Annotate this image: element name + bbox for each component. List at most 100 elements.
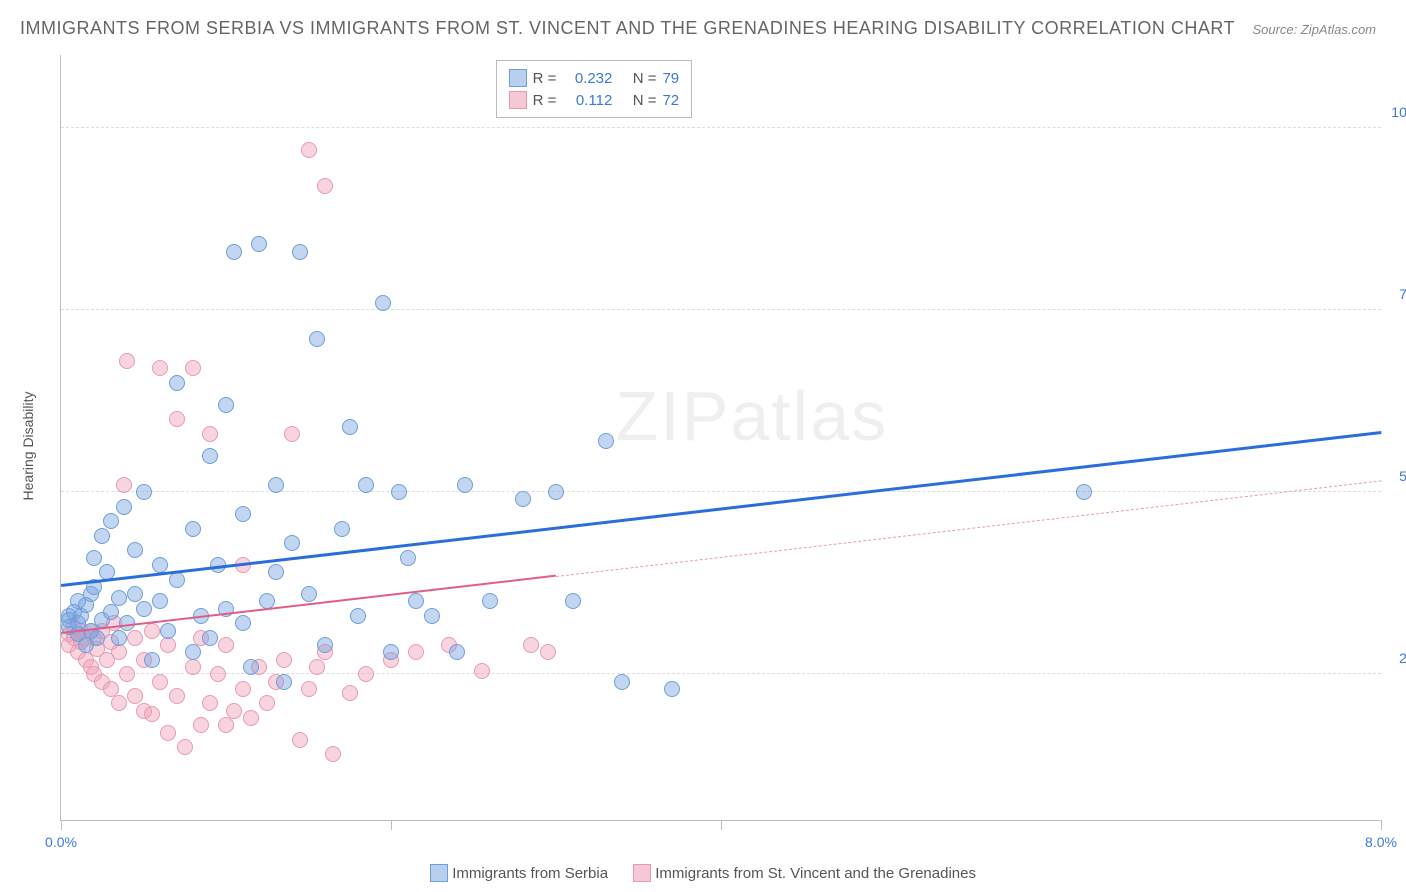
stvincent-point — [119, 353, 135, 369]
stvincent-point — [210, 666, 226, 682]
serbia-point — [94, 528, 110, 544]
legend-r-prefix: R = — [533, 92, 557, 109]
scatter-plot-area: ZIPatlas 2.5%5.0%7.5%10.0%0.0%8.0% — [60, 55, 1381, 821]
serbia-point — [116, 499, 132, 515]
stvincent-point — [276, 652, 292, 668]
stvincent-trendline-extrapolated — [556, 480, 1381, 577]
x-tick-label: 0.0% — [45, 834, 77, 850]
stvincent-point — [169, 688, 185, 704]
stvincent-point — [160, 725, 176, 741]
serbia-point — [408, 593, 424, 609]
serbia-point — [350, 608, 366, 624]
serbia-point — [598, 433, 614, 449]
legend-n-value: 79 — [662, 70, 679, 87]
stvincent-point — [218, 717, 234, 733]
serbia-point — [375, 295, 391, 311]
serbia-point — [664, 681, 680, 697]
stvincent-point — [226, 703, 242, 719]
serbia-point — [515, 491, 531, 507]
serbia-point — [243, 659, 259, 675]
stvincent-point — [243, 710, 259, 726]
stvincent-point — [144, 623, 160, 639]
chart-title: IMMIGRANTS FROM SERBIA VS IMMIGRANTS FRO… — [20, 18, 1235, 39]
serbia-point — [185, 521, 201, 537]
legend-stats-row: R =0.112 N =72 — [509, 89, 680, 111]
swatch-stvincent — [509, 91, 527, 109]
stvincent-point — [152, 674, 168, 690]
legend-n-prefix: N = — [633, 70, 657, 87]
serbia-point — [169, 375, 185, 391]
serbia-point — [235, 506, 251, 522]
serbia-point — [144, 652, 160, 668]
serbia-point — [136, 601, 152, 617]
x-tick — [1381, 820, 1382, 830]
serbia-point — [103, 604, 119, 620]
legend-stats: R =0.232 N =79R =0.112 N =72 — [496, 60, 693, 118]
watermark: ZIPatlas — [615, 376, 888, 456]
stvincent-point — [474, 663, 490, 679]
stvincent-point — [408, 644, 424, 660]
serbia-point — [449, 644, 465, 660]
stvincent-point — [317, 178, 333, 194]
serbia-point — [309, 331, 325, 347]
y-tick-label: 2.5% — [1399, 650, 1406, 666]
x-tick — [391, 820, 392, 830]
stvincent-point — [193, 717, 209, 733]
legend-stvincent-label: Immigrants from St. Vincent and the Gren… — [655, 865, 976, 882]
stvincent-point — [523, 637, 539, 653]
swatch-stvincent — [633, 864, 651, 882]
serbia-point — [565, 593, 581, 609]
serbia-point — [457, 477, 473, 493]
serbia-point — [251, 236, 267, 252]
serbia-point — [614, 674, 630, 690]
stvincent-point — [235, 681, 251, 697]
serbia-point — [127, 586, 143, 602]
source-label: Source: ZipAtlas.com — [1252, 22, 1376, 37]
stvincent-point — [325, 746, 341, 762]
serbia-point — [202, 448, 218, 464]
legend-bottom: Immigrants from Serbia Immigrants from S… — [0, 864, 1406, 882]
serbia-point — [111, 630, 127, 646]
serbia-point — [268, 564, 284, 580]
y-tick-label: 5.0% — [1399, 468, 1406, 484]
stvincent-point — [144, 706, 160, 722]
y-axis-label: Hearing Disability — [20, 392, 36, 501]
serbia-point — [111, 590, 127, 606]
serbia-point — [482, 593, 498, 609]
serbia-point — [342, 419, 358, 435]
serbia-point — [383, 644, 399, 660]
stvincent-point — [119, 666, 135, 682]
swatch-serbia — [430, 864, 448, 882]
x-tick — [61, 820, 62, 830]
serbia-point — [152, 557, 168, 573]
serbia-point — [226, 244, 242, 260]
stvincent-point — [358, 666, 374, 682]
stvincent-point — [169, 411, 185, 427]
serbia-point — [185, 644, 201, 660]
legend-serbia-label: Immigrants from Serbia — [452, 865, 608, 882]
gridline — [61, 127, 1381, 128]
serbia-point — [235, 615, 251, 631]
serbia-point — [127, 542, 143, 558]
serbia-point — [391, 484, 407, 500]
x-tick — [721, 820, 722, 830]
stvincent-point — [111, 644, 127, 660]
stvincent-point — [301, 142, 317, 158]
serbia-point — [358, 477, 374, 493]
stvincent-point — [309, 659, 325, 675]
stvincent-point — [185, 360, 201, 376]
serbia-point — [136, 484, 152, 500]
serbia-point — [202, 630, 218, 646]
serbia-point — [160, 623, 176, 639]
stvincent-point — [259, 695, 275, 711]
serbia-point — [152, 593, 168, 609]
serbia-point — [86, 550, 102, 566]
serbia-point — [268, 477, 284, 493]
serbia-point — [89, 630, 105, 646]
y-tick-label: 10.0% — [1391, 104, 1406, 120]
stvincent-point — [127, 688, 143, 704]
gridline — [61, 309, 1381, 310]
legend-stats-row: R =0.232 N =79 — [509, 67, 680, 89]
stvincent-point — [540, 644, 556, 660]
stvincent-point — [152, 360, 168, 376]
